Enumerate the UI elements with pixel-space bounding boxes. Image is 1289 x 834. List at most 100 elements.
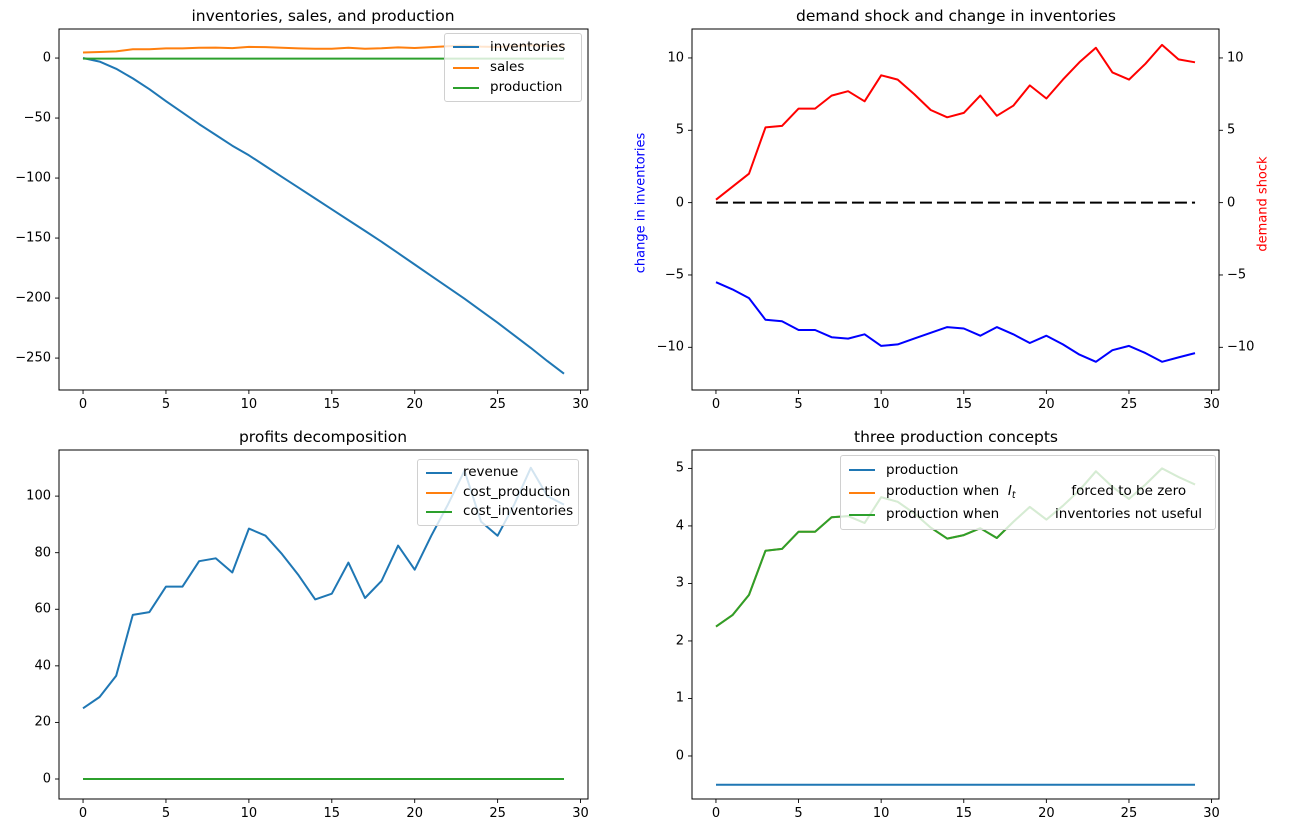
- panel4-x-tick-label: 25: [1120, 806, 1138, 821]
- legend-entry: production when It forced to be zero: [841, 482, 1215, 501]
- legend-entry-label: cost_production: [463, 483, 571, 500]
- legend-entry-label: production when It forced to be zero: [886, 482, 1187, 501]
- panel3-x-tick-label: 30: [572, 806, 589, 821]
- panel3-x-tick-label: 20: [406, 806, 423, 821]
- panel4-x-tick-label: 20: [1038, 806, 1055, 821]
- panel4-y-tick-label: 5: [675, 460, 684, 476]
- panel2-x-tick-label: 0: [711, 397, 721, 412]
- panel1-legend: inventories sales production: [444, 33, 582, 102]
- legend-entry-label: sales: [490, 58, 525, 75]
- panel3-y-tick-label: 40: [34, 658, 51, 674]
- legend-entry-label: inventories: [490, 38, 566, 55]
- panel3-x-tick-label: 25: [489, 806, 506, 821]
- panel2-y-right-tick-label: 5: [1227, 122, 1236, 138]
- panel1-y-tick-label: −100: [15, 170, 51, 186]
- legend-line-sample: [453, 66, 479, 69]
- panel4-y-tick-label: 4: [675, 518, 684, 534]
- legend-line-sample: [849, 513, 875, 516]
- legend-entry: sales: [445, 58, 581, 75]
- panel2-title: demand shock and change in inventories: [796, 7, 1116, 25]
- legend-text: inventories not useful: [1055, 505, 1203, 522]
- legend-line-sample: [453, 86, 479, 89]
- panel1-y-tick-label: 0: [42, 50, 51, 66]
- panel4-x-tick-label: 30: [1203, 806, 1220, 821]
- panel3-y-tick-label: 0: [42, 771, 51, 787]
- panel3-x-tick-label: 10: [240, 806, 258, 821]
- panel1-title: inventories, sales, and production: [191, 7, 455, 25]
- panel3-legend: revenue cost_production cost_inventories: [417, 459, 579, 526]
- legend-line-sample: [426, 491, 452, 494]
- legend-math-text: t: [1011, 489, 1016, 501]
- panel4-title: three production concepts: [854, 428, 1058, 446]
- panel2-line-1: [715, 281, 1196, 363]
- panel1-y-tick-label: −50: [23, 110, 51, 126]
- panel4-x-tick-label: 0: [711, 806, 721, 821]
- panel2-x-tick-label: 30: [1203, 397, 1220, 412]
- panel1-x-tick-label: 25: [489, 397, 506, 412]
- legend-text: production when: [886, 505, 1000, 522]
- panel3-y-tick-label: 80: [34, 545, 51, 561]
- panel4-legend: production production when It forced to b…: [840, 455, 1216, 530]
- panel4-y-tick-label: 1: [675, 690, 684, 706]
- panel3-title: profits decomposition: [238, 428, 408, 446]
- panel3-y-tick-label: 20: [34, 714, 51, 730]
- panel2-y-right-tick-label: −10: [1227, 339, 1255, 355]
- panel2-line-2: [715, 43, 1196, 201]
- panel1-axes-frame: [58, 28, 589, 391]
- panel1-x-tick-label: 20: [406, 397, 423, 412]
- panel4-y-tick-label: 2: [675, 633, 684, 649]
- legend-text: [1016, 483, 1072, 499]
- panel2-y-right-tick-label: −5: [1227, 267, 1247, 283]
- legend-line-sample: [426, 471, 452, 474]
- legend-entry: production when inventories not useful: [841, 505, 1215, 522]
- legend-math-text: I: [1007, 482, 1012, 499]
- legend-line-sample: [849, 469, 875, 472]
- legend-line-sample: [426, 511, 452, 514]
- panel1-line-1: [82, 57, 565, 375]
- panel1-y-tick-label: −150: [15, 230, 51, 246]
- panel2-x-tick-label: 15: [955, 397, 973, 412]
- panel2-x-tick-label: 5: [794, 397, 803, 412]
- legend-line-sample: [453, 46, 479, 49]
- panel4-x-tick-label: 5: [794, 806, 803, 821]
- panel2-y-tick-label: −10: [656, 339, 684, 355]
- panel2-y-tick-label: 10: [667, 50, 684, 66]
- panel2-x-tick-label: 20: [1038, 397, 1055, 412]
- panel2-y-tick-label: −5: [664, 267, 684, 283]
- panel1-x-tick-label: 30: [572, 397, 589, 412]
- legend-entry: cost_inventories: [418, 505, 578, 519]
- panel4-x-tick-label: 10: [872, 806, 890, 821]
- panel3-x-tick-label: 5: [161, 806, 171, 821]
- panel2-y-tick-label: 5: [675, 122, 684, 138]
- legend-entry: production: [445, 78, 581, 95]
- legend-entry: production: [841, 461, 1215, 478]
- legend-text: production when: [886, 482, 1008, 499]
- panel2-y-right-tick-label: 0: [1227, 195, 1236, 211]
- panel3-axes-frame: [58, 449, 589, 800]
- legend-entry-label: production when inventories not useful: [886, 505, 1203, 522]
- legend-entry-label: production: [490, 78, 563, 95]
- panel2-x-tick-label: 10: [872, 397, 890, 412]
- panel4-y-tick-label: 0: [675, 748, 684, 764]
- panel1-y-tick-label: −200: [15, 290, 51, 306]
- panel3-y-tick-label: 100: [26, 488, 51, 504]
- panel4-axes-frame: [691, 449, 1220, 800]
- legend-text: [999, 506, 1055, 522]
- panel2-x-tick-label: 25: [1120, 397, 1138, 412]
- legend-text: forced to be zero: [1071, 482, 1187, 499]
- legend-entry: inventories: [445, 38, 581, 55]
- panel1-y-tick-label: −250: [15, 350, 51, 366]
- legend-entry: revenue: [418, 466, 578, 480]
- panel4-x-tick-label: 15: [955, 806, 973, 821]
- panel2-axes-frame: [691, 28, 1220, 391]
- legend-line-sample: [849, 491, 875, 494]
- panel1-x-tick-label: 5: [161, 397, 171, 412]
- panel4-y-tick-label: 3: [675, 575, 684, 591]
- panel1-x-tick-label: 15: [323, 397, 341, 412]
- panel3-x-tick-label: 0: [78, 806, 88, 821]
- panel1-x-tick-label: 0: [78, 397, 88, 412]
- legend-entry-label: production: [886, 461, 959, 478]
- panel3-x-tick-label: 15: [323, 806, 341, 821]
- panel2-y-tick-label: 0: [675, 195, 684, 211]
